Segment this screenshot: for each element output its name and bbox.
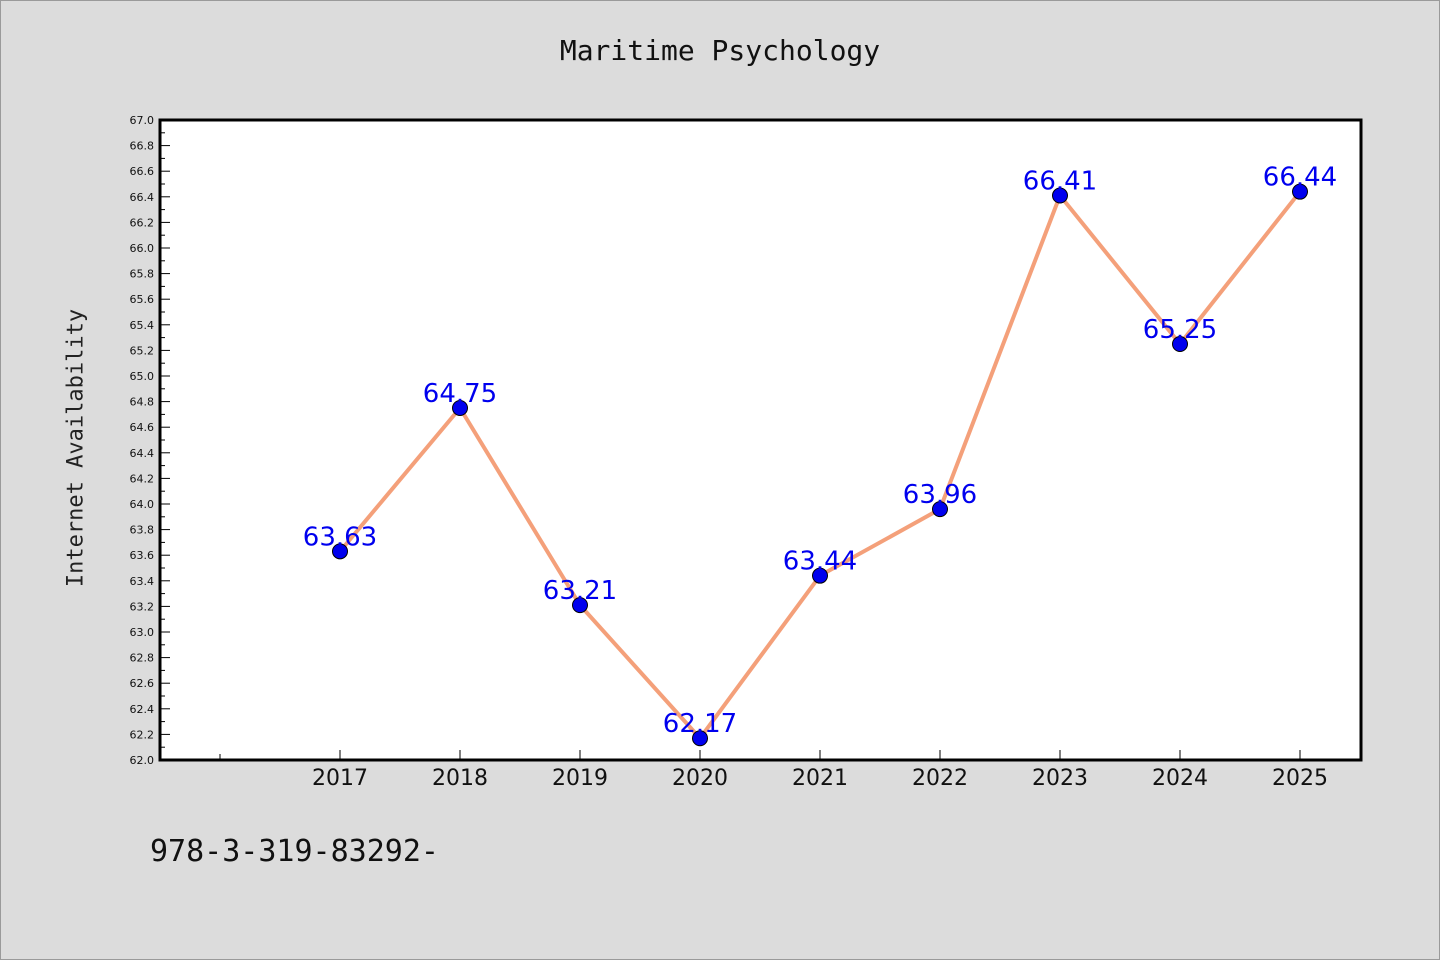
data-label: 63.63 [303,522,377,552]
data-label: 65.25 [1143,315,1217,345]
x-tick-label: 2024 [1152,766,1208,791]
x-tick-label: 2022 [912,766,968,791]
data-label: 62.17 [663,709,737,739]
x-tick-label: 2019 [552,766,608,791]
plot-border [158,118,1363,762]
data-point [332,543,348,560]
data-point [1052,187,1068,204]
y-tick-label: 66.8 [130,140,155,153]
y-tick-label: 63.6 [130,549,155,562]
y-tick-label: 65.4 [130,319,155,332]
data-point [452,400,468,416]
y-tick-label: 63.2 [130,600,155,613]
x-tick-label: 2020 [672,766,728,791]
x-tick-label: 2021 [792,766,848,791]
y-tick-label: 66.0 [130,242,155,255]
data-label: 63.96 [903,480,977,510]
footer-isbn: 978-3-319-83292- [150,834,439,869]
y-tick-label: 63.4 [130,575,155,588]
data-point [1292,183,1308,200]
data-label: 66.44 [1263,163,1337,193]
y-tick-label: 65.8 [130,268,155,281]
data-label: 63.44 [783,547,857,577]
data-point [692,730,708,747]
y-tick-label: 62.8 [130,652,155,665]
y-tick-label: 65.2 [130,344,155,357]
y-tick-label: 64.8 [130,396,155,409]
y-tick-label: 66.4 [130,191,155,204]
y-tick-label: 67.0 [130,114,155,127]
y-tick-label: 64.2 [130,472,155,485]
x-tick-label: 2017 [312,766,368,791]
y-tick-label: 62.0 [130,754,155,767]
y-tick-label: 62.4 [130,703,155,716]
data-label: 64.75 [423,379,497,409]
data-point [572,597,588,614]
x-tick-label: 2025 [1272,766,1328,791]
y-tick-label: 64.4 [130,447,155,460]
y-tick-label: 66.6 [130,165,155,178]
y-tick-label: 63.0 [130,626,155,639]
data-label: 63.21 [543,576,617,606]
y-tick-label: 65.0 [130,370,155,383]
y-tick-label: 62.6 [130,677,155,690]
plot-area [160,120,1361,760]
y-tick-label: 66.2 [130,216,155,229]
y-tick-label: 64.0 [130,498,155,511]
x-tick-label: 2023 [1032,766,1088,791]
data-label: 66.41 [1023,167,1097,197]
y-tick-label: 65.6 [130,293,155,306]
y-tick-label: 64.6 [130,421,155,434]
y-tick-label: 63.8 [130,524,155,537]
y-tick-label: 62.2 [130,728,155,741]
data-point [932,501,948,518]
x-tick-label: 2018 [432,766,488,791]
data-point [1172,336,1188,352]
data-point [812,567,828,584]
chart-title: Maritime Psychology [559,34,881,67]
